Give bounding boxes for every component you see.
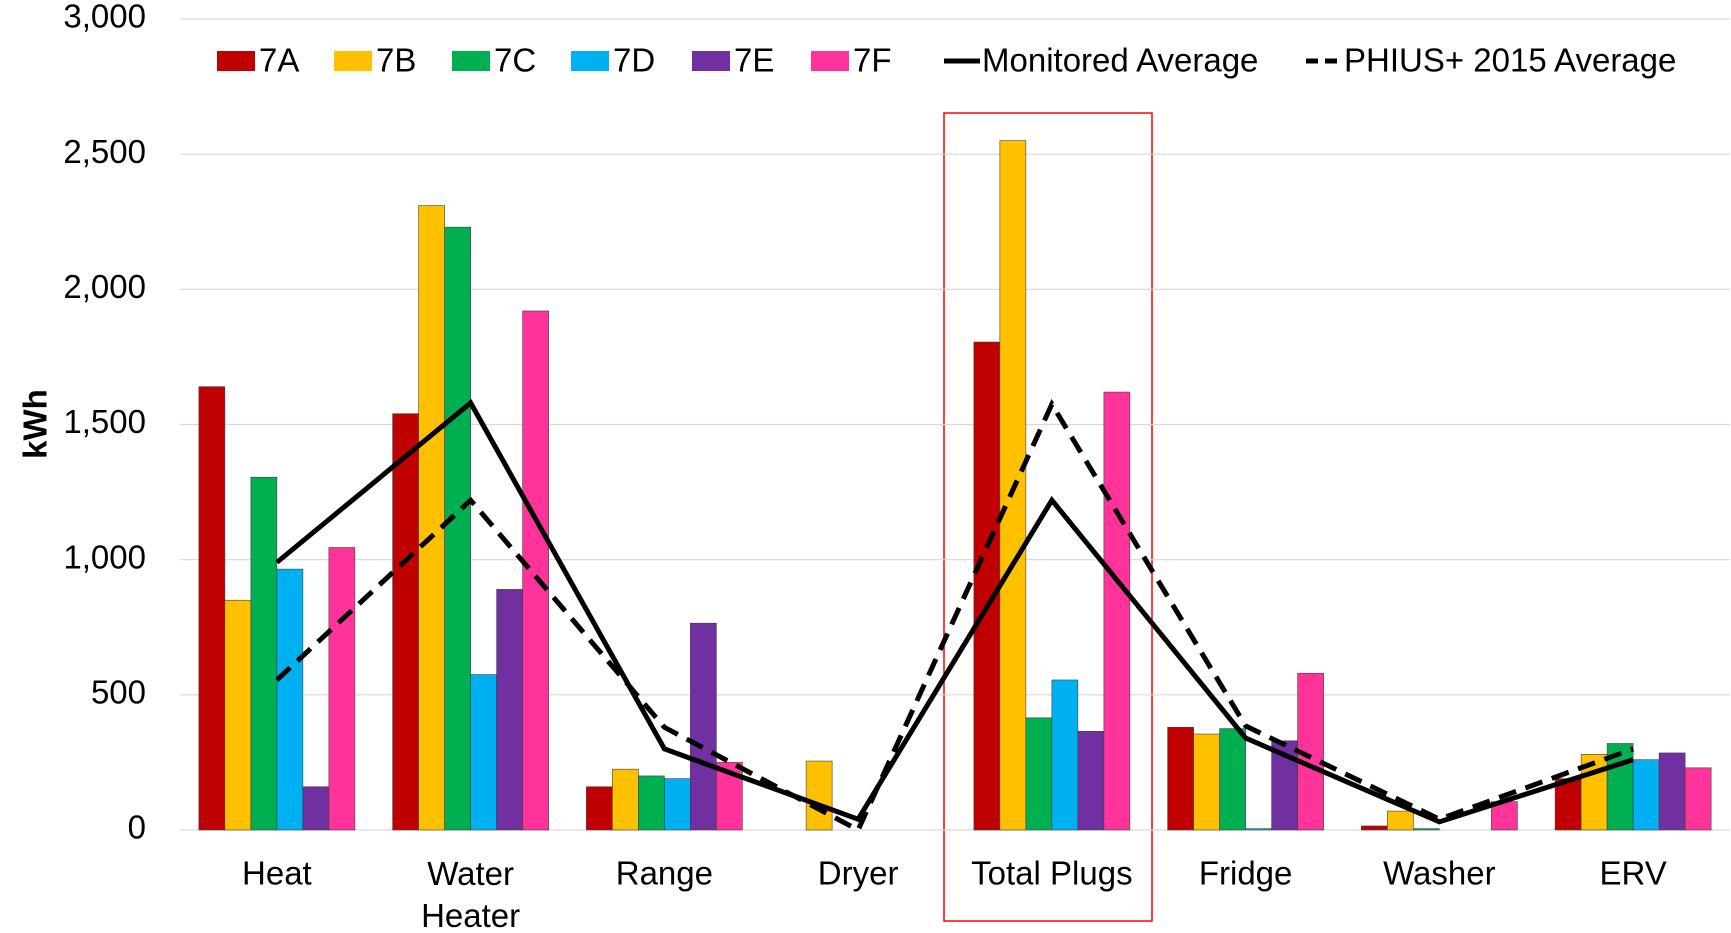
- y-tick-label: 500: [91, 674, 146, 711]
- x-tick-label: Total Plugs: [971, 855, 1132, 892]
- bar: [276, 568, 304, 831]
- y-tick-label: 2,500: [63, 133, 146, 170]
- bar: [224, 599, 252, 831]
- legend-swatch: [692, 51, 730, 71]
- legend-label: 7D: [613, 42, 655, 79]
- legend-label: Monitored Average: [982, 42, 1258, 79]
- bar: [1193, 733, 1220, 831]
- y-tick-label: 3,000: [63, 0, 146, 35]
- bar: [1658, 752, 1686, 831]
- legend-swatch: [334, 51, 372, 71]
- bar: [1219, 728, 1246, 831]
- bar: [690, 622, 717, 831]
- bar: [638, 775, 665, 831]
- bar: [973, 341, 1001, 831]
- x-tick-label: ERV: [1599, 855, 1666, 892]
- bar: [1387, 810, 1414, 831]
- bar: [250, 476, 278, 831]
- bar: [1554, 778, 1582, 831]
- bar: [302, 786, 330, 831]
- x-tick-label: Water Heater: [421, 855, 520, 933]
- bar: [470, 674, 497, 831]
- legend-label: 7A: [259, 42, 299, 79]
- bar: [1025, 717, 1053, 831]
- bar: [418, 205, 445, 831]
- line-series: [275, 398, 1634, 834]
- y-tick-label: 0: [128, 809, 146, 846]
- bar: [586, 786, 613, 831]
- bar: [1051, 679, 1079, 831]
- bar: [1684, 767, 1712, 831]
- y-axis-title: kWh: [17, 389, 54, 459]
- legend-label: 7C: [494, 42, 536, 79]
- legend-swatch: [571, 51, 609, 71]
- bar: [1103, 391, 1131, 831]
- legend-swatch: [452, 51, 490, 71]
- legend-label: PHIUS+ 2015 Average: [1344, 42, 1676, 79]
- bar: [1245, 828, 1272, 831]
- bar: [805, 760, 833, 831]
- x-tick-label: Fridge: [1199, 855, 1293, 892]
- bar: [1167, 726, 1194, 831]
- y-tick-label: 1,500: [63, 403, 146, 440]
- legend-swatch: [217, 51, 255, 71]
- bar: [1361, 825, 1388, 831]
- bar: [612, 768, 639, 831]
- bar: [392, 413, 419, 831]
- legend-label: 7F: [853, 42, 892, 79]
- bar: [522, 310, 549, 831]
- y-tick-label: 1,000: [63, 538, 146, 575]
- line-series: [275, 399, 1634, 825]
- legend-label: 7B: [376, 42, 416, 79]
- x-tick-label: Washer: [1383, 855, 1495, 892]
- bar: [664, 778, 691, 831]
- bar: [444, 226, 471, 831]
- bar: [1632, 759, 1660, 831]
- legend-swatch: [811, 51, 849, 71]
- x-tick-label: Range: [616, 855, 713, 892]
- highlight-box: [943, 112, 1153, 922]
- x-tick-label: Dryer: [818, 855, 899, 892]
- bar: [1077, 731, 1105, 831]
- y-tick-label: 2,000: [63, 268, 146, 305]
- legend-label: 7E: [734, 42, 774, 79]
- bar: [1413, 828, 1440, 831]
- bar: [328, 547, 356, 831]
- bar: [198, 386, 226, 831]
- bar: [496, 589, 523, 831]
- x-tick-label: Heat: [242, 855, 312, 892]
